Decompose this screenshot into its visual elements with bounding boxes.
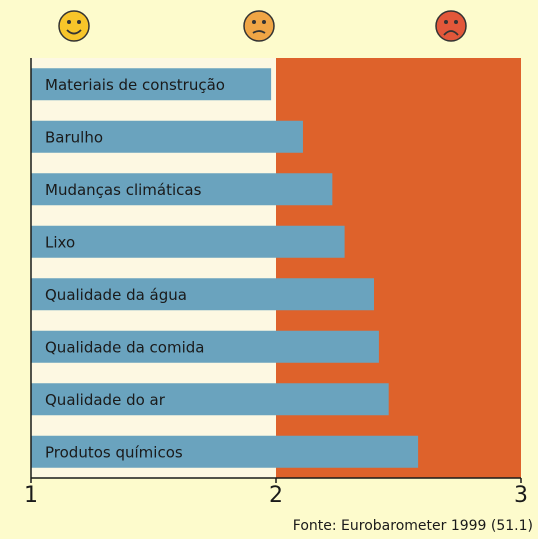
- bar: [31, 278, 374, 311]
- bar-label: Produtos químicos: [45, 443, 183, 461]
- bar: [31, 173, 333, 206]
- x-tick-label: 3: [514, 483, 528, 508]
- x-tick-label: 1: [24, 483, 38, 508]
- bar-label: Lixo: [45, 233, 75, 251]
- plot: Materiais de construção Barulho Mudanças c…: [24, 58, 533, 534]
- bar-label: Qualidade da água: [45, 286, 187, 304]
- bar: [31, 330, 379, 363]
- source-note: Fonte: Eurobarometer 1999 (51.1): [293, 518, 533, 534]
- bar-label: Materiais de construção: [45, 76, 225, 94]
- bar-label: Qualidade da comida: [45, 338, 204, 356]
- x-tick-label: 2: [269, 483, 283, 508]
- bar-label: Barulho: [45, 128, 103, 146]
- bar: [31, 225, 345, 258]
- bar: [31, 435, 419, 468]
- sad-face: [435, 10, 467, 42]
- bar: [31, 383, 389, 416]
- neutral-face: [243, 10, 275, 42]
- bar-label: Qualidade do ar: [45, 391, 166, 409]
- bar: [31, 120, 303, 153]
- happy-face: [58, 10, 90, 42]
- bar-label: Mudanças climáticas: [45, 181, 202, 199]
- bar: [31, 68, 272, 101]
